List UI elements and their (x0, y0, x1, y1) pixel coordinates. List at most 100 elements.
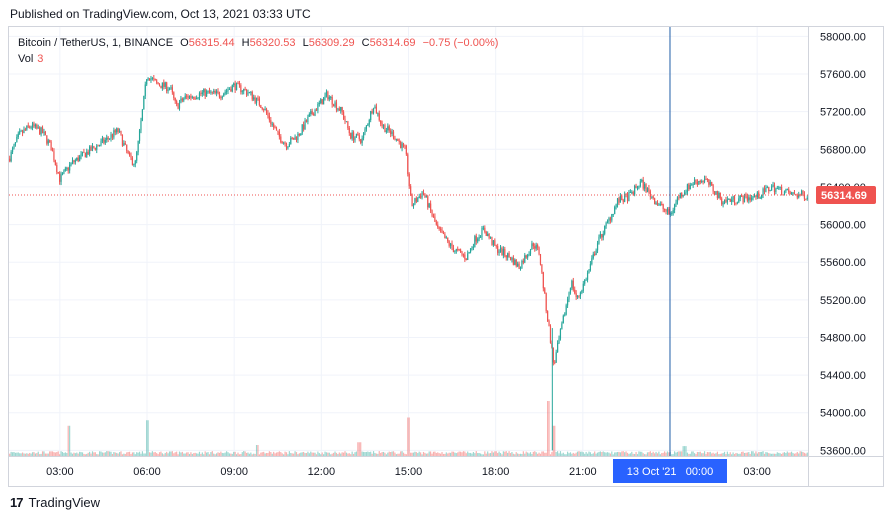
candle-body (721, 198, 723, 205)
candle-body (231, 85, 233, 92)
volume-bar (706, 451, 709, 456)
volume-bar (487, 451, 489, 456)
volume-bar (180, 452, 182, 456)
candle-body (554, 362, 556, 364)
candle-body (803, 194, 806, 199)
volume-bar (662, 452, 664, 456)
volume-bar (104, 452, 106, 456)
price-tick-label: 54000.00 (820, 408, 866, 420)
candle-body (753, 195, 756, 197)
candle-body (344, 118, 346, 122)
candle-body (562, 315, 564, 324)
volume-bar (130, 454, 132, 456)
candle-body (268, 115, 270, 121)
volume-bar (616, 451, 619, 456)
candle-body (452, 248, 455, 252)
candle-body (243, 89, 245, 92)
tradingview-logo-icon[interactable]: 17 (10, 495, 24, 510)
volume-bar (628, 453, 630, 456)
candle-body (502, 249, 504, 256)
candle-body (401, 143, 403, 149)
candle-body (21, 130, 24, 134)
candle-body (521, 260, 523, 269)
time-tick-label: 03:00 (46, 466, 74, 478)
volume-bar (481, 454, 483, 456)
volume-bar (177, 454, 179, 456)
candle-body (374, 106, 376, 109)
candle-body (427, 196, 429, 208)
candle-body (331, 97, 333, 105)
volume-bar (457, 452, 459, 456)
volume-bar (293, 453, 295, 456)
volume-bar (307, 451, 309, 456)
candle-body (146, 79, 148, 85)
candle-body (83, 151, 85, 153)
candle-body (692, 183, 694, 185)
volume-bar (174, 452, 176, 456)
volume-bar (208, 454, 211, 456)
volume-bar (664, 451, 666, 456)
volume-bar (716, 451, 718, 456)
candle-body (215, 91, 218, 94)
volume-bar (415, 452, 417, 456)
candle-body (459, 249, 462, 252)
candle-body (204, 89, 206, 97)
candle-body (308, 114, 310, 117)
candle-body (412, 204, 415, 207)
volume-bar (59, 454, 61, 456)
volume-bar (40, 453, 42, 456)
candle-body (147, 78, 149, 80)
volume-bar (23, 453, 25, 456)
volume-bar (13, 452, 15, 456)
candle-body (335, 102, 338, 110)
volume-bar (748, 452, 750, 456)
candle-body (715, 191, 717, 195)
volume-bar (317, 451, 319, 456)
volume-bar (619, 452, 621, 456)
volume-bar (451, 451, 453, 456)
volume-bar (759, 451, 761, 456)
volume-bar (775, 453, 777, 456)
volume-bar (298, 453, 300, 456)
candle-body (696, 182, 699, 185)
volume-bar (562, 452, 564, 456)
volume-bar (702, 453, 704, 456)
volume-bar (425, 453, 427, 456)
candle-body (24, 129, 27, 131)
volume-bar (111, 454, 114, 456)
candle-body (157, 82, 159, 85)
volume-bar (141, 451, 144, 456)
volume-bar (519, 453, 522, 456)
candle-body (626, 194, 629, 202)
candle-body (111, 134, 114, 138)
tradingview-brand[interactable]: TradingView (28, 495, 101, 510)
candle-body (108, 138, 111, 140)
candle-body (283, 142, 285, 144)
chart-frame[interactable] (8, 26, 884, 487)
candle-body (615, 204, 617, 208)
volume-bar (564, 454, 566, 456)
price-tick-label: 55600.00 (820, 257, 866, 269)
volume-bar (200, 453, 202, 456)
candle-body (566, 299, 569, 306)
candle-body (605, 222, 607, 226)
candle-body (649, 191, 651, 197)
candle-body (642, 179, 644, 189)
volume-bar (449, 452, 452, 456)
candle-body (207, 90, 209, 92)
volume-bar (592, 453, 594, 456)
candle-body (538, 247, 540, 255)
volume-bar (270, 451, 272, 456)
footer[interactable]: 17 TradingView (10, 495, 100, 510)
volume-bar (683, 446, 686, 456)
candle-body (338, 108, 340, 111)
candle-body (225, 90, 228, 92)
candle-body (752, 196, 754, 198)
volume-bar (675, 452, 677, 456)
candle-body (310, 111, 312, 115)
volume-bar (576, 451, 579, 456)
volume-bar (170, 451, 172, 456)
candle-body (103, 138, 105, 143)
candle-body (492, 240, 494, 245)
